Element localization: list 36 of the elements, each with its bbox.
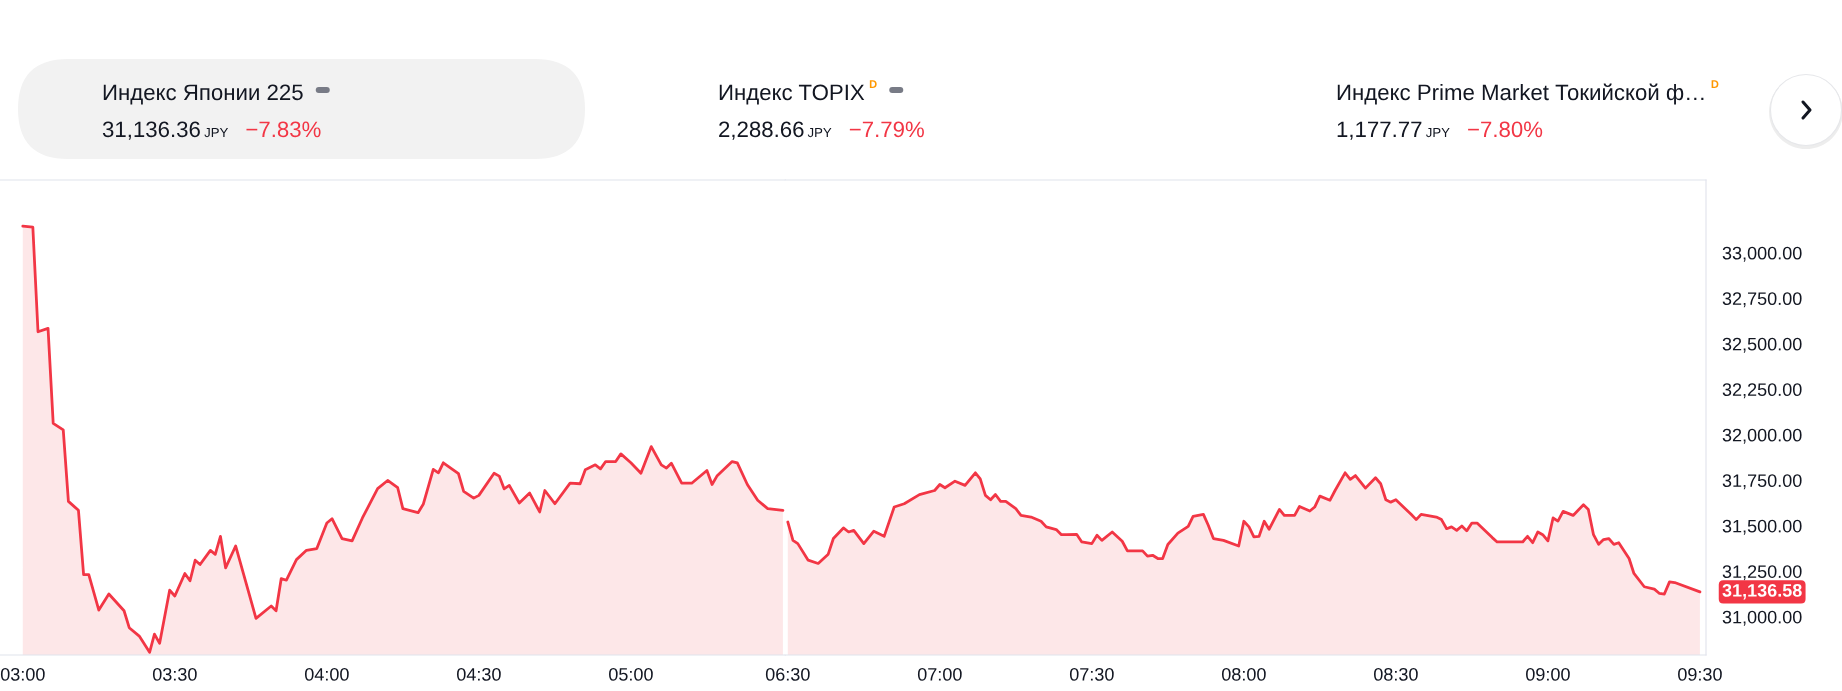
text: 31,136.36: [102, 121, 200, 140]
y-tick-label: 32,750.00: [1722, 292, 1802, 308]
text: −7.80%: [1468, 121, 1543, 138]
x-tick-label: 09:30: [1678, 667, 1722, 681]
text: −7.83%: [246, 121, 321, 138]
y-tick-label: 32,250.00: [1722, 383, 1802, 399]
text: 1,177.77: [1337, 121, 1422, 140]
x-tick-label: 07:00: [917, 667, 962, 681]
text: 2,288.66: [719, 121, 804, 140]
text: JPY: [204, 127, 229, 138]
text: JPY: [1425, 127, 1450, 138]
y-tick-label: 31,000.00: [1722, 610, 1802, 626]
x-tick-label: 03:00: [0, 667, 45, 681]
x-tick-label: 04:30: [456, 667, 501, 681]
text: Индекс Японии 225: [103, 84, 303, 105]
y-tick-label: 32,000.00: [1722, 428, 1802, 444]
annotation: 31,136.58: [1722, 583, 1802, 600]
text: −7.79%: [849, 121, 924, 138]
text: Индекс TOPIX: [719, 84, 865, 105]
x-tick-label: 09:00: [1526, 667, 1570, 681]
text: D: [1711, 80, 1719, 88]
text: Индекс Prime Market Токийской ф…: [1337, 83, 1704, 105]
y-tick-label: 31,500.00: [1722, 519, 1802, 535]
x-tick-label: 03:30: [152, 667, 197, 681]
x-tick-label: 04:00: [304, 667, 349, 681]
y-tick-label: 32,500.00: [1722, 337, 1802, 353]
x-tick-label: 08:00: [1221, 667, 1266, 681]
x-tick-label: 06:30: [765, 667, 810, 681]
x-tick-label: 08:30: [1373, 667, 1418, 681]
x-tick-label: 07:30: [1069, 667, 1114, 681]
text: D: [869, 80, 877, 88]
text: JPY: [807, 127, 832, 138]
y-tick-label: 31,250.00: [1722, 565, 1802, 581]
x-tick-label: 05:00: [609, 667, 653, 681]
y-tick-label: 31,750.00: [1722, 474, 1802, 490]
y-tick-label: 33,000.00: [1722, 246, 1802, 262]
